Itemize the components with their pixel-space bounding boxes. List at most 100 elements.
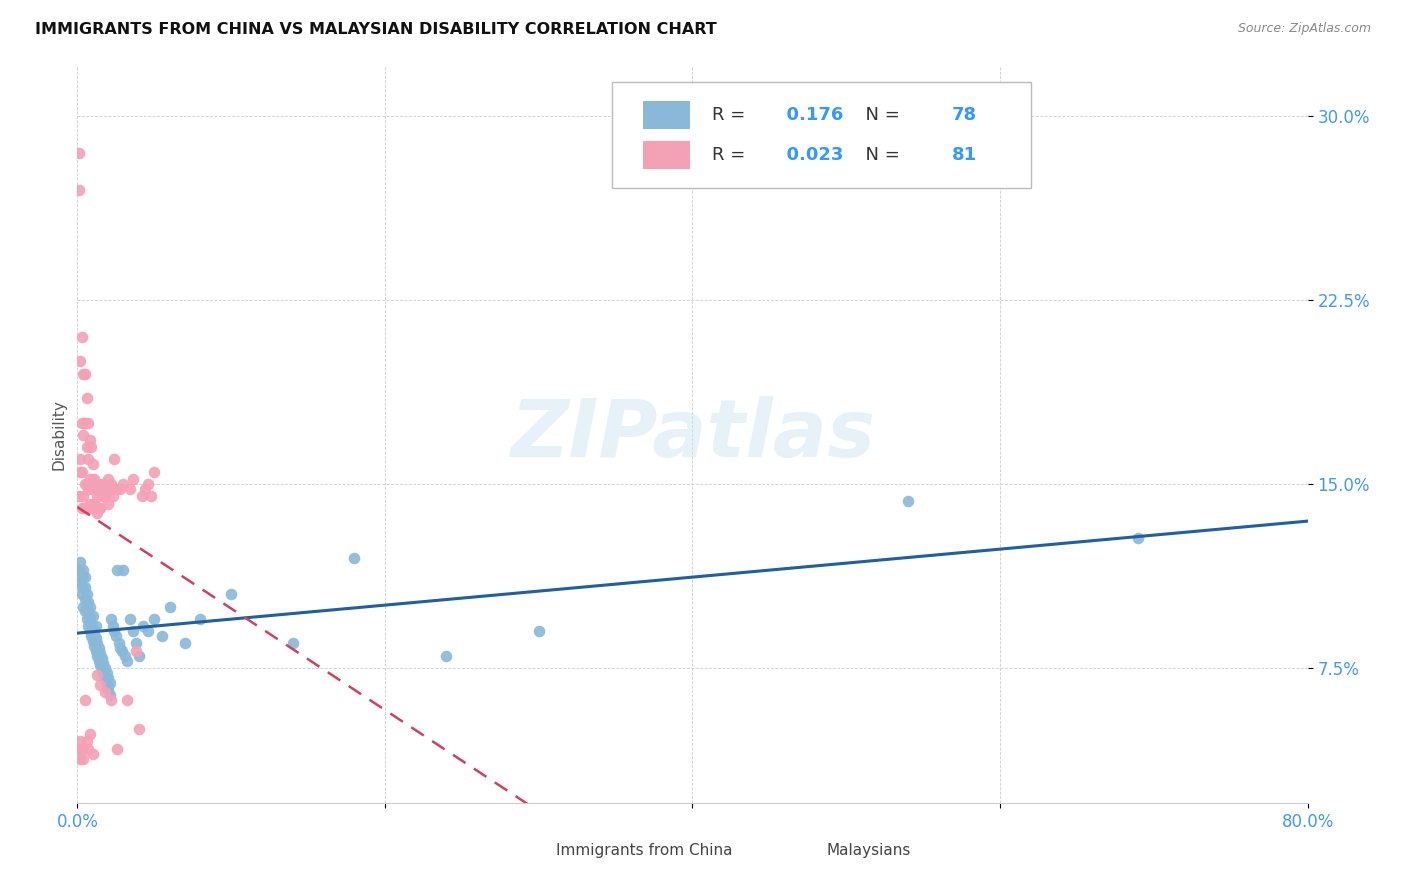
Text: R =: R = <box>713 106 751 124</box>
Point <box>80 476 103 491</box>
Point <box>97 683 120 698</box>
Point <box>101 489 124 503</box>
Point <box>73 476 96 491</box>
Point <box>76 391 98 405</box>
Point <box>79 433 101 447</box>
Point <box>84 501 107 516</box>
Point <box>90 489 114 503</box>
Point <box>76 476 98 491</box>
Point <box>79 472 101 486</box>
Point <box>98 688 121 702</box>
Text: N =: N = <box>853 146 905 164</box>
Text: N =: N = <box>853 106 905 124</box>
Point <box>128 648 150 663</box>
Point <box>82 633 104 648</box>
Point <box>76 440 98 454</box>
Point <box>69 574 91 589</box>
Point <box>115 692 138 706</box>
Point <box>69 751 91 765</box>
Point <box>73 367 96 381</box>
Point <box>105 742 128 756</box>
Point <box>143 612 166 626</box>
Point <box>80 616 103 631</box>
Text: 78: 78 <box>952 106 977 124</box>
Point <box>115 653 138 667</box>
Point <box>70 329 93 343</box>
Point <box>100 612 122 626</box>
Point <box>110 482 132 496</box>
Point <box>70 742 93 756</box>
Point <box>436 648 458 663</box>
Point <box>897 494 920 508</box>
Point <box>73 592 96 607</box>
Y-axis label: Disability: Disability <box>51 400 66 470</box>
Point <box>82 482 104 496</box>
Point <box>70 501 93 516</box>
Text: 81: 81 <box>952 146 977 164</box>
Point <box>79 496 101 510</box>
Point <box>97 472 120 486</box>
Point <box>86 648 108 663</box>
Point <box>67 182 90 196</box>
Point <box>98 675 121 690</box>
Point <box>96 678 118 692</box>
Point <box>67 742 90 756</box>
Point <box>89 482 111 496</box>
Point <box>141 489 163 503</box>
Point <box>159 599 181 614</box>
Point <box>100 692 122 706</box>
Point <box>70 587 93 601</box>
Point <box>73 692 96 706</box>
Point <box>72 563 94 577</box>
Point <box>118 482 141 496</box>
Point <box>150 629 173 643</box>
Point <box>77 482 100 496</box>
Point <box>94 685 117 699</box>
Point <box>105 563 128 577</box>
Point <box>76 612 98 626</box>
Point <box>93 656 115 670</box>
Point <box>80 440 103 454</box>
Point <box>70 580 93 594</box>
Point <box>70 465 93 479</box>
Point <box>121 472 143 486</box>
Point <box>174 636 197 650</box>
Point <box>104 629 127 643</box>
Point <box>84 632 107 646</box>
Point <box>527 624 550 639</box>
Point <box>136 624 159 639</box>
Point <box>73 605 96 619</box>
Point <box>80 629 103 643</box>
Point <box>96 482 118 496</box>
Point <box>79 727 101 741</box>
Point <box>103 452 125 467</box>
Point <box>73 416 96 430</box>
FancyBboxPatch shape <box>779 844 811 857</box>
Point <box>86 668 108 682</box>
Point <box>70 416 93 430</box>
Point <box>219 587 242 601</box>
Point <box>67 489 90 503</box>
Point <box>188 612 212 626</box>
Point <box>96 665 118 680</box>
Point <box>84 619 107 633</box>
Point <box>73 570 96 584</box>
FancyBboxPatch shape <box>644 101 690 128</box>
Point <box>86 636 108 650</box>
Point <box>94 489 117 503</box>
Point <box>83 639 105 653</box>
Point <box>97 671 120 685</box>
Point <box>82 622 104 636</box>
Point <box>125 636 148 650</box>
Point <box>73 580 96 594</box>
Point <box>343 550 366 565</box>
Point <box>87 476 110 491</box>
Point <box>94 673 117 687</box>
Point <box>87 501 110 516</box>
Point <box>70 570 93 584</box>
Point <box>82 501 104 516</box>
Point <box>131 489 153 503</box>
Point <box>143 465 166 479</box>
Point <box>112 476 135 491</box>
Point <box>77 619 100 633</box>
